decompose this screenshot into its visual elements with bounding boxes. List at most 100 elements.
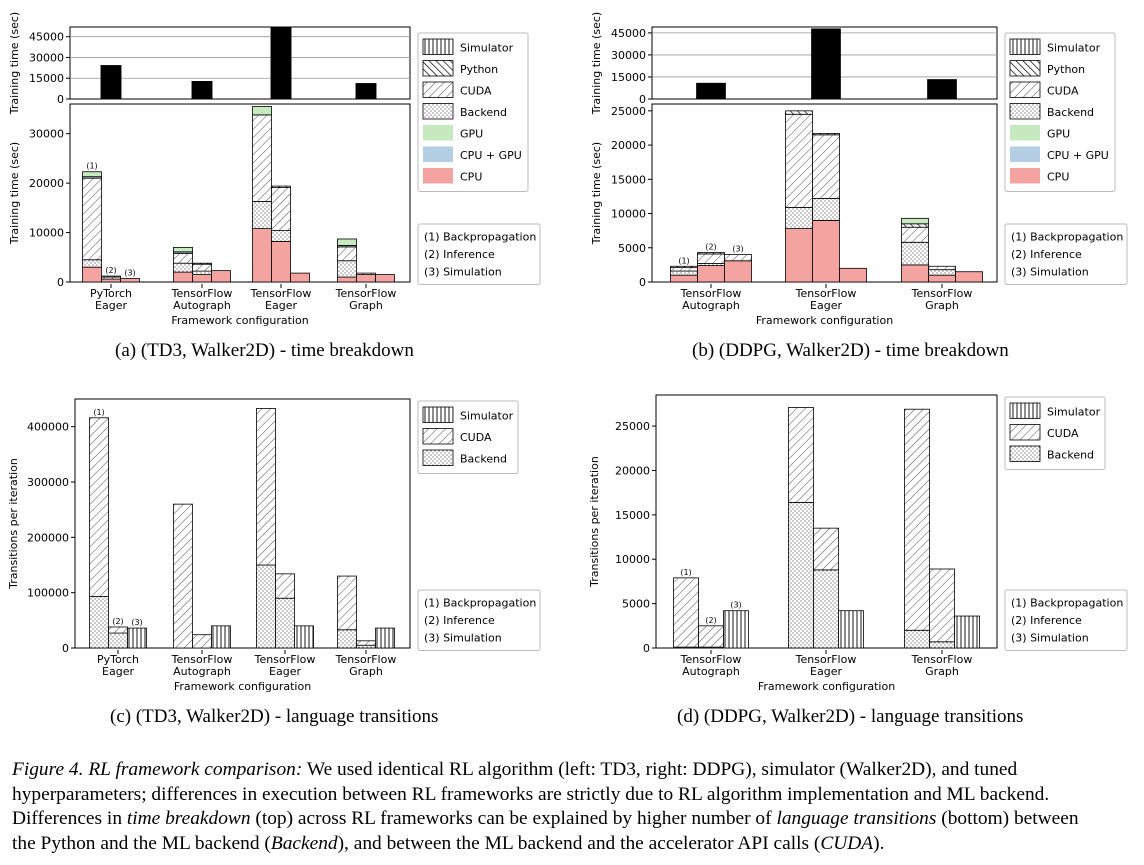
panel-c-phase-legend-label: (1) Backpropagation — [424, 597, 536, 610]
panel-a-xtick-label: TensorFlow — [335, 287, 397, 300]
panel-b-bar-backend — [670, 270, 698, 276]
panel-d-legend-label: Simulator — [1047, 406, 1101, 419]
panel-a-phase-marker: (2) — [105, 266, 116, 275]
panel-c-phase-marker: (2) — [112, 617, 123, 626]
panel-d-bar-backend — [788, 502, 814, 649]
panel-c-legend-swatch — [422, 428, 454, 445]
panel-b-total-ylabel: Training time (sec) — [590, 12, 603, 115]
panel-d-bar-cuda — [673, 577, 699, 648]
caption-run: time breakdown — [126, 808, 251, 830]
panel-c-bar-cuda — [89, 417, 109, 597]
panel-b-main-ytick-label: 10000 — [611, 208, 646, 221]
panel-d-main-ytick-label: 15000 — [615, 509, 650, 522]
panel-a-phase-legend-box — [417, 223, 541, 285]
panel-b-xtick-label: Autograph — [682, 299, 740, 312]
panel-b-legend-label: CPU — [1047, 171, 1069, 184]
panel-b-legend-label: Python — [1047, 63, 1085, 76]
panel-a-main-ytick-label: 30000 — [29, 128, 64, 141]
panel-b-main-ytick-label: 15000 — [611, 173, 646, 186]
panel-b-phase-legend-label: (3) Simulation — [1011, 266, 1089, 279]
panel-c-main-ytick-label: 400000 — [27, 421, 69, 434]
panel-d-legend-label: Backend — [1047, 449, 1094, 462]
panel-c: 0 100000 200000 300000 400000 Transitions per… — [7, 398, 541, 693]
panel-a-total-bar — [355, 83, 377, 99]
panel-a-bar-gpu — [337, 238, 357, 246]
panel-c-phase-marker: (3) — [131, 618, 142, 627]
panel-b-legend-label: GPU — [1047, 128, 1070, 141]
panel-b-bar-cuda — [812, 134, 840, 199]
panel-a-legend-swatch — [422, 103, 454, 120]
panel-c-bar-cuda — [192, 634, 212, 649]
panel-a-main-ytick-label: 10000 — [29, 227, 64, 240]
panel-b-legend-swatch — [1009, 81, 1041, 98]
panel-c-xtick-label: TensorFlow — [335, 653, 397, 666]
panel-a-legend-swatch — [422, 60, 454, 77]
panel-a-bar-cuda — [82, 177, 102, 261]
caption-run: ), and between the ML backend and the ac… — [337, 832, 821, 854]
panel-b-xtick-label: TensorFlow — [795, 287, 857, 300]
panel-b-legend-swatch — [1009, 38, 1041, 55]
panel-a-total-bar — [270, 27, 292, 99]
panel-c-bar-cuda — [356, 640, 376, 646]
panel-d-bar-simulator — [954, 615, 980, 649]
panel-a-legend-label: Simulator — [460, 42, 514, 55]
panel-a-bar-backend — [173, 262, 193, 273]
panel-b-phase-marker: (1) — [678, 256, 689, 265]
panel-b-legend-label: Simulator — [1047, 42, 1101, 55]
panel-b-bar-cpu — [724, 260, 752, 283]
panel-d-legend-label: CUDA — [1047, 427, 1079, 440]
panel-b-bar-backend — [901, 241, 929, 266]
panel-b-bar-backend — [812, 198, 840, 221]
panel-c-xtick-label: Autograph — [173, 665, 231, 678]
panel-b-bar-cuda — [785, 113, 813, 208]
panel-a-bar-cpu — [192, 274, 212, 283]
panel-a-bar-python — [271, 185, 291, 188]
panel-c-xtick-label: Graph — [349, 665, 383, 678]
panel-c-xlabel: Framework configuration — [174, 680, 311, 693]
panel-b-bar-cpu — [955, 271, 983, 283]
panel-c-bar-cuda — [108, 626, 128, 634]
panel-b-bar-backend — [928, 269, 956, 276]
panel-b-bar-gpu — [901, 217, 929, 225]
panel-b-bar-python — [812, 133, 840, 136]
panel-b-bar-cpu — [785, 228, 813, 283]
panel-d-bar-cuda — [904, 408, 930, 631]
panel-d: 0 5000 10000 15000 20000 25000 Transitions per… — [588, 394, 1128, 693]
panel-a-legend-label: CPU + GPU — [460, 149, 522, 162]
panel-a-total-frame — [69, 26, 411, 100]
caption-d: (d) (DDPG, Walker2D) - language transiti… — [677, 706, 1024, 727]
panel-c-bar-cuda — [337, 575, 357, 631]
panel-b-total-ytick-label: 15000 — [611, 71, 646, 84]
panel-d-bar-cuda — [813, 527, 839, 571]
caption-run: (top) across RL frameworks can be explai… — [250, 808, 777, 830]
panel-b-bar-cuda — [724, 254, 752, 262]
panel-d-xlabel: Framework configuration — [758, 680, 895, 693]
panel-a-total-ylabel: Training time (sec) — [8, 12, 21, 115]
panel-a-bar-cpu — [290, 272, 310, 283]
panel-c-legend-label: Simulator — [460, 410, 514, 423]
panel-b-total-ytick-label: 30000 — [611, 49, 646, 62]
panel-c-main-ytick-label: 200000 — [27, 531, 69, 544]
panel-a-bar-cpu — [120, 278, 140, 283]
panel-a-total-ytick-label: 0 — [57, 93, 64, 106]
panel-b-bar-python — [697, 252, 725, 255]
panel-d-xtick-label: Eager — [810, 665, 842, 678]
panel-c-bar-cuda — [275, 573, 295, 599]
panel-c-main-ytick-label: 300000 — [27, 476, 69, 489]
panel-d-bar-backend — [904, 629, 930, 649]
caption-line-4: the Python and the ML backend (Backend),… — [12, 832, 1134, 857]
panel-b-legend-label: CUDA — [1047, 85, 1079, 98]
panel-b: 0 15000 30000 45000 Training time (sec) 0 5000… — [590, 12, 1128, 327]
panel-a-bar-backend — [252, 201, 272, 229]
panel-a-bar-backend — [82, 259, 102, 268]
panel-b-bar-cpu — [839, 267, 867, 283]
caption-run: We used identical RL algorithm (left: TD… — [302, 759, 1018, 780]
panel-a-bar-cpu — [211, 270, 231, 283]
panel-a-phase-marker: (3) — [124, 269, 135, 278]
caption-run: CUDA — [820, 832, 874, 854]
panel-a-bar-cuda — [271, 187, 291, 231]
panel-a-legend-swatch — [422, 38, 454, 55]
panel-a-bar-cpu — [271, 241, 291, 283]
panel-a-total-ytick-label: 45000 — [29, 31, 64, 44]
panel-c-main-ylabel: Transitions per iteration — [7, 458, 20, 590]
